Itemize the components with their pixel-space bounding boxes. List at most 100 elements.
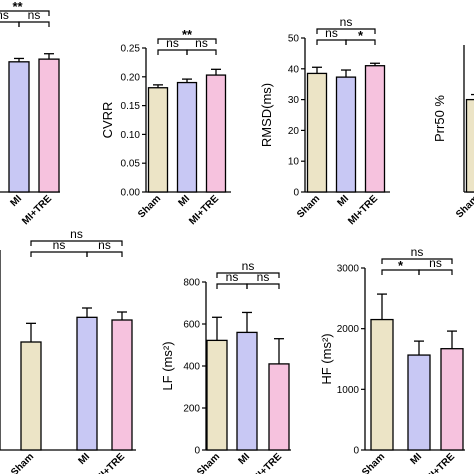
significance-bracket [157, 38, 217, 44]
significance-label: ns [411, 245, 424, 259]
significance-bracket [246, 283, 280, 289]
significance-label: ** [12, 0, 23, 14]
category-label: MI+TRE [187, 193, 221, 227]
significance-label: ns [28, 8, 41, 22]
panel-hf: 0 1000 2000 3000 HF (ms²) Sham MI MI+TRE ns * ns [319, 245, 465, 474]
bar-sham [206, 339, 228, 451]
y-tick-label: 600 [183, 320, 200, 331]
y-tick-label: 200 [183, 404, 200, 415]
significance-label: * [398, 258, 404, 273]
category-label: MI [8, 193, 24, 209]
significance-label: ns [53, 238, 66, 252]
category-label: MI+TRE [93, 451, 127, 474]
category-label: MI [335, 193, 351, 209]
y-tick-label: 0.25 [121, 44, 141, 55]
y-tick-label: 400 [183, 362, 200, 373]
category-label: MI+TRE [250, 451, 284, 474]
significance-label: ns [325, 26, 338, 40]
bar-mi-tre [364, 65, 386, 193]
y-axis-title: RMSD(ms) [259, 83, 274, 147]
category-label: Sham [9, 451, 36, 474]
category-label: Sham [454, 193, 474, 220]
bar-mi [76, 316, 98, 451]
y-axis-title: HF (ms²) [319, 333, 334, 384]
y-tick-label: 2000 [337, 324, 360, 335]
bar-sham [370, 318, 394, 451]
category-label: MI [408, 451, 424, 467]
category-label: MI+TRE [20, 193, 54, 227]
significance-label: ns [226, 270, 239, 284]
significance-bracket [216, 283, 248, 289]
significance-label: ns [195, 36, 208, 50]
category-label: MI [176, 193, 192, 209]
significance-label: ns [98, 238, 111, 252]
bar-sham [465, 98, 474, 193]
bar-sham [20, 341, 42, 451]
y-tick-label: 3000 [337, 264, 360, 275]
bar-mi [236, 331, 258, 451]
category-label: MI+TRE [423, 451, 457, 474]
y-tick-label: 0 [194, 446, 200, 457]
y-tick-label: 40 [288, 64, 300, 75]
y-tick-label: 0.15 [121, 101, 141, 112]
significance-bracket [345, 39, 376, 45]
panel-cvrr: 0.00 0.05 0.10 0.15 0.20 0.25 CVRR Sham MIMI+TRE… [100, 27, 231, 227]
significance-label: ns [429, 256, 442, 270]
significance-bracket [30, 251, 88, 257]
y-tick-label: 0.00 [121, 188, 141, 199]
y-tick-label: 30 [288, 95, 300, 106]
y-axis-title: LF (ms²) [160, 341, 175, 390]
bar-mi-tre [205, 74, 227, 193]
bar-mi-tre [111, 319, 133, 451]
bar-mi-tre [38, 58, 60, 193]
significance-bracket [316, 28, 376, 34]
significance-bracket [186, 49, 217, 55]
y-tick-label: 50 [288, 34, 300, 45]
panel-prr50: Prr50 % Sham [432, 45, 474, 220]
y-tick-label: 1000 [337, 385, 360, 396]
significance-bracket [0, 21, 20, 27]
y-tick-label: 10 [288, 157, 300, 168]
y-tick-label: 0.20 [121, 72, 141, 83]
significance-label: ns [0, 8, 9, 22]
y-axis-title: Prr50 % [432, 95, 447, 142]
bar-sham [147, 87, 169, 193]
significance-label: ns [242, 259, 255, 273]
bar-mi [407, 354, 431, 451]
y-axis-title: CVRR [100, 102, 115, 139]
y-tick-label: 0.05 [121, 159, 141, 170]
significance-bracket [86, 251, 123, 257]
significance-bracket [30, 240, 123, 246]
significance-label: ** [182, 27, 193, 42]
bar-mi-tre [268, 363, 290, 451]
significance-label: ns [340, 15, 353, 29]
bar-mi [8, 61, 30, 193]
bar-mi-tre [440, 348, 464, 451]
significance-bracket [0, 10, 50, 16]
category-label: MI+TRE [346, 193, 380, 227]
significance-bracket [381, 258, 453, 264]
bar-mi [176, 81, 198, 193]
significance-label: ns [70, 227, 83, 241]
significance-bracket [216, 272, 280, 278]
category-label: Sham [136, 193, 163, 220]
y-tick-label: 0 [293, 188, 299, 199]
y-tick-label: 0 [353, 446, 359, 457]
significance-bracket [418, 269, 453, 275]
significance-label: ns [166, 36, 179, 50]
significance-label: * [358, 28, 364, 43]
y-tick-label: 20 [288, 126, 300, 137]
significance-bracket [316, 39, 347, 45]
y-tick-label: 800 [183, 278, 200, 289]
category-label: MI [236, 451, 252, 467]
y-tick-label: 0.10 [121, 130, 141, 141]
category-label: MI [76, 451, 92, 467]
bar-sham [306, 72, 328, 193]
significance-label: ns [257, 270, 270, 284]
category-label: Sham [360, 451, 387, 474]
significance-bracket [157, 49, 188, 55]
